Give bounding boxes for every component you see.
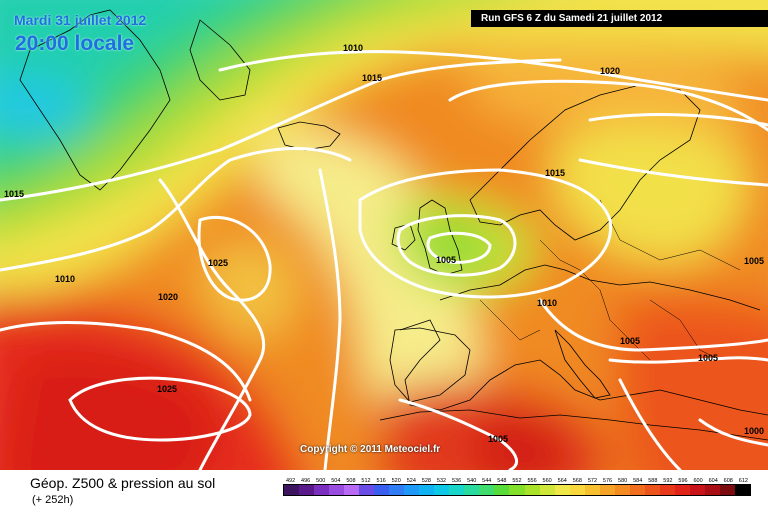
scale-color-swatch — [329, 485, 345, 495]
scale-value-label: 544 — [482, 478, 492, 484]
scale-value-label: 600 — [693, 478, 703, 484]
scale-color-swatch — [539, 485, 555, 495]
scale-color-swatch — [569, 485, 585, 495]
scale-value-label: 580 — [618, 478, 628, 484]
scale-value-label: 528 — [421, 478, 431, 484]
isobars — [0, 50, 768, 470]
scale-value-label: 608 — [723, 478, 733, 484]
scale-value-label: 512 — [361, 478, 371, 484]
isobar-label: 1005 — [744, 256, 764, 266]
scale-color-swatch — [509, 485, 525, 495]
scale-value-label: 504 — [331, 478, 341, 484]
scale-color-swatch — [689, 485, 705, 495]
scale-value-label: 508 — [346, 478, 356, 484]
scale-color-swatch — [449, 485, 465, 495]
scale-color-swatch — [464, 485, 480, 495]
scale-color-swatch — [629, 485, 645, 495]
forecast-date: Mardi 31 juillet 2012 — [14, 12, 147, 28]
scale-color-swatch — [344, 485, 360, 495]
isobar-label: 1015 — [4, 189, 24, 199]
isobar-label: 1020 — [158, 292, 178, 302]
scale-value-label: 524 — [406, 478, 416, 484]
scale-color-swatch — [299, 485, 315, 495]
isobar-label: 1005 — [620, 336, 640, 346]
scale-color-swatch — [419, 485, 435, 495]
scale-color-swatch — [404, 485, 420, 495]
scale-color-swatch — [284, 485, 300, 495]
scale-color-swatch — [599, 485, 615, 495]
scale-value-label: 520 — [391, 478, 401, 484]
scale-value-label: 592 — [663, 478, 673, 484]
model-run-banner: Run GFS 6 Z du Samedi 21 juillet 2012 — [471, 10, 768, 27]
scale-color-swatch — [434, 485, 450, 495]
copyright-text: Copyright © 2011 Meteociel.fr — [300, 444, 441, 455]
isobar-label: 1015 — [545, 168, 565, 178]
scale-color-swatch — [479, 485, 495, 495]
scale-color-swatch — [674, 485, 690, 495]
forecast-local-time: 20:00 locale — [15, 32, 135, 55]
scale-value-label: 516 — [376, 478, 386, 484]
isobar-label: 1000 — [744, 426, 764, 436]
scale-color-swatch — [734, 485, 750, 495]
scale-value-label: 576 — [602, 478, 613, 484]
scale-value-label: 496 — [301, 478, 311, 484]
scale-color-swatch — [719, 485, 735, 495]
color-scale-bar — [283, 484, 751, 496]
scale-color-swatch — [614, 485, 630, 495]
scale-color-swatch — [494, 485, 510, 495]
isobar-label: 1015 — [362, 73, 382, 83]
isobar-label: 1005 — [698, 353, 718, 363]
scale-color-swatch — [359, 485, 375, 495]
scale-color-swatch — [554, 485, 570, 495]
scale-color-swatch — [704, 485, 720, 495]
isobar-label: 1025 — [208, 258, 228, 268]
scale-color-swatch — [314, 485, 330, 495]
scale-value-label: 604 — [708, 478, 718, 484]
scale-value-label: 540 — [467, 478, 477, 484]
isobar-label: 1020 — [600, 66, 620, 76]
scale-value-label: 556 — [527, 478, 537, 484]
scale-value-label: 492 — [285, 478, 296, 484]
scale-value-label: 588 — [648, 478, 658, 484]
scale-value-label: 560 — [542, 478, 552, 484]
isobar-label: 1010 — [537, 298, 557, 308]
scale-value-label: 536 — [451, 478, 462, 484]
scale-color-swatch — [374, 485, 390, 495]
map-title: Géop. Z500 & pression au sol — [30, 475, 216, 491]
scale-value-label: 612 — [738, 478, 748, 484]
scale-value-label: 500 — [316, 478, 326, 484]
scale-value-label: 596 — [678, 478, 688, 484]
isobar-labels: 1010 1015 1020 1015 1015 1010 1025 1020 … — [4, 43, 764, 444]
color-scale-labels: 492 496 500 504 508 512 516 520 524 528 532 536 540 5… — [283, 478, 751, 484]
isobar-label: 1005 — [488, 434, 508, 444]
scale-color-swatch — [659, 485, 675, 495]
scale-value-label: 584 — [633, 478, 643, 484]
isobar-label: 1005 — [436, 255, 456, 265]
isobar-label: 1010 — [343, 43, 363, 53]
scale-color-swatch — [524, 485, 540, 495]
scale-value-label: 568 — [572, 478, 582, 484]
legend-footer: Géop. Z500 & pression au sol (+ 252h) 49… — [0, 470, 768, 512]
weather-map: 1010 1015 1020 1015 1015 1010 1025 1020 … — [0, 0, 768, 470]
scale-color-swatch — [584, 485, 600, 495]
color-scale: 492 496 500 504 508 512 516 520 524 528 532 536 540 5… — [283, 478, 751, 496]
scale-value-label: 572 — [587, 478, 598, 484]
scale-value-label: 552 — [512, 478, 522, 484]
isobar-label: 1025 — [157, 384, 177, 394]
isobar-label: 1010 — [55, 274, 75, 284]
scale-color-swatch — [644, 485, 660, 495]
scale-value-label: 564 — [557, 478, 567, 484]
scale-color-swatch — [389, 485, 405, 495]
scale-value-label: 532 — [436, 478, 447, 484]
geopotential-field — [0, 0, 768, 470]
map-canvas: 1010 1015 1020 1015 1015 1010 1025 1020 … — [0, 0, 768, 470]
scale-value-label: 548 — [497, 478, 507, 484]
forecast-lead-time: (+ 252h) — [32, 494, 74, 506]
